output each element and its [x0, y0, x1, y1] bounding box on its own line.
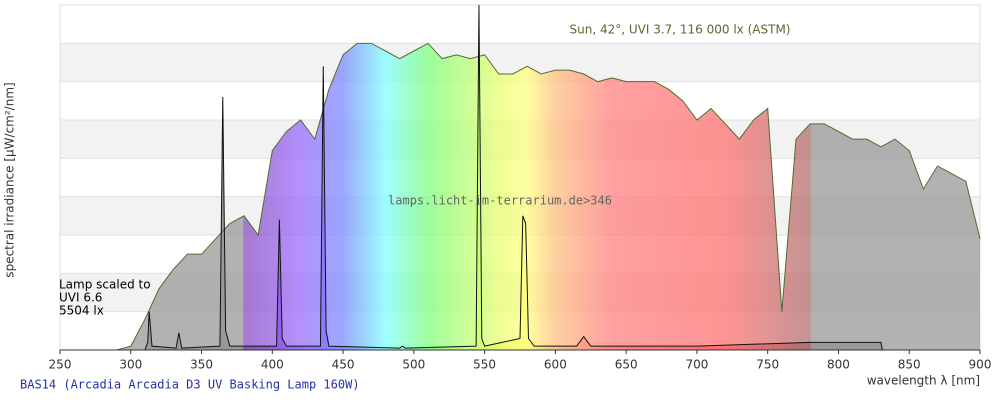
- series-line: [116, 42, 981, 351]
- x-tick-label: 450: [332, 358, 355, 372]
- caption: BAS14 (Arcadia Arcadia D3 UV Basking Lam…: [20, 378, 360, 392]
- lamp-label: 5504 lx: [59, 304, 104, 318]
- x-tick-label: 400: [261, 358, 284, 372]
- x-tick-label: 850: [898, 358, 921, 372]
- series-line: [116, 4, 883, 351]
- lamp-label: UVI 6.6: [59, 291, 102, 305]
- x-tick-label: 700: [685, 358, 708, 372]
- x-tick-label: 350: [190, 358, 213, 372]
- x-tick-label: 900: [969, 358, 992, 372]
- x-tick-label: 250: [49, 358, 72, 372]
- x-tick-label: 750: [756, 358, 779, 372]
- y-axis-label: spectral irradiance [µW/cm²/nm]: [3, 82, 17, 277]
- x-tick-label: 300: [119, 358, 142, 372]
- watermark: lamps.licht-im-terrarium.de>346: [388, 194, 612, 208]
- x-tick-label: 500: [402, 358, 425, 372]
- x-tick-label: 600: [544, 358, 567, 372]
- x-tick-label: 550: [473, 358, 496, 372]
- x-axis-label: wavelength λ [nm]: [867, 374, 980, 388]
- marks: 250 300 350 400 450 500 550 600 650 700 750 800 850 9…: [49, 4, 992, 372]
- sun-label: Sun, 42°, UVI 3.7, 116 000 lx (ASTM): [570, 23, 791, 37]
- x-tick-label: 800: [827, 358, 850, 372]
- lamp-label: Lamp scaled to: [59, 278, 151, 292]
- x-tick-label: 650: [615, 358, 638, 372]
